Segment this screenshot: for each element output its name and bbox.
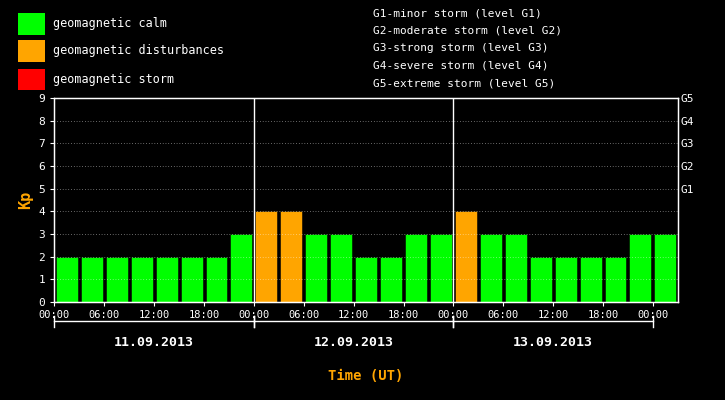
Bar (480, 234, 502, 302)
Bar (530, 257, 552, 302)
Bar (281, 211, 302, 302)
Text: geomagnetic storm: geomagnetic storm (54, 73, 175, 86)
Bar (330, 234, 352, 302)
Bar (106, 257, 128, 302)
Bar (555, 257, 576, 302)
Text: G5-extreme storm (level G5): G5-extreme storm (level G5) (373, 78, 555, 88)
Bar (405, 234, 427, 302)
Bar (56, 257, 78, 302)
Bar (505, 234, 527, 302)
Bar (380, 257, 402, 302)
Bar (205, 257, 228, 302)
Bar (156, 257, 178, 302)
Text: Time (UT): Time (UT) (328, 369, 404, 383)
Text: geomagnetic calm: geomagnetic calm (54, 17, 167, 30)
Bar (655, 234, 676, 302)
Text: G1-minor storm (level G1): G1-minor storm (level G1) (373, 8, 542, 18)
Bar (231, 234, 252, 302)
Bar (355, 257, 377, 302)
Bar (80, 257, 103, 302)
Bar (430, 234, 452, 302)
Text: G2-moderate storm (level G2): G2-moderate storm (level G2) (373, 26, 562, 36)
Bar (579, 257, 602, 302)
Text: 11.09.2013: 11.09.2013 (114, 336, 194, 349)
Y-axis label: Kp: Kp (18, 191, 33, 209)
Text: G4-severe storm (level G4): G4-severe storm (level G4) (373, 61, 549, 71)
FancyBboxPatch shape (18, 13, 45, 35)
Bar (181, 257, 202, 302)
FancyBboxPatch shape (18, 69, 45, 90)
Text: G3-strong storm (level G3): G3-strong storm (level G3) (373, 43, 549, 53)
Text: geomagnetic disturbances: geomagnetic disturbances (54, 44, 225, 57)
Bar (255, 211, 278, 302)
FancyBboxPatch shape (18, 40, 45, 62)
Bar (305, 234, 327, 302)
Bar (130, 257, 153, 302)
Text: 12.09.2013: 12.09.2013 (314, 336, 394, 349)
Bar (455, 211, 477, 302)
Text: 13.09.2013: 13.09.2013 (513, 336, 593, 349)
Bar (605, 257, 626, 302)
Bar (629, 234, 652, 302)
